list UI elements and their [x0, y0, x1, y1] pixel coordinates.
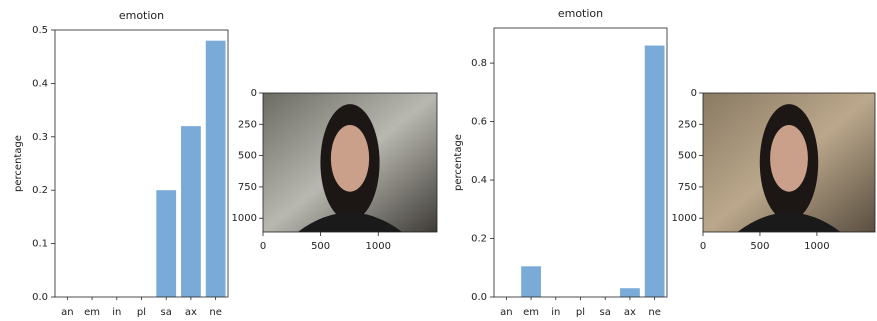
bar — [620, 288, 640, 297]
y-tick-label: 750 — [678, 182, 697, 193]
y-tick-label: 0.1 — [32, 239, 48, 250]
y-tick-label: 0.6 — [471, 117, 487, 128]
bar — [181, 126, 201, 298]
chart-title: emotion — [558, 7, 603, 20]
x-tick-label: an — [61, 307, 73, 318]
y-tick-label: 250 — [678, 119, 697, 130]
y-tick-label: 0.5 — [32, 25, 48, 36]
axes-frame — [54, 29, 229, 298]
x-tick-label: in — [551, 307, 560, 318]
axes-frame — [493, 27, 668, 298]
photo-body — [737, 212, 841, 232]
x-tick-label: 1000 — [804, 241, 829, 252]
x-tick-label: 0 — [260, 241, 266, 252]
x-tick-label: sa — [600, 307, 611, 318]
photo-body — [297, 212, 403, 232]
y-tick-label: 750 — [238, 182, 257, 193]
y-tick-label: 0 — [691, 88, 697, 99]
y-tick-label: 0.4 — [32, 78, 48, 89]
x-tick-label: 500 — [311, 241, 330, 252]
y-tick-label: 0.8 — [471, 58, 487, 69]
axes-frame — [702, 92, 876, 233]
bar — [205, 40, 226, 298]
x-tick-label: ne — [648, 307, 661, 318]
y-axis-label: percentage — [13, 135, 24, 192]
x-tick-label: 1000 — [366, 241, 391, 252]
x-tick-label: 0 — [700, 241, 706, 252]
photo-face — [330, 124, 370, 192]
x-tick-label: em — [523, 307, 539, 318]
chart-title: emotion — [119, 9, 164, 22]
y-tick-label: 0.2 — [471, 234, 487, 245]
y-tick-label: 0.3 — [32, 132, 48, 143]
photo-face — [770, 124, 808, 192]
x-tick-label: 500 — [750, 241, 769, 252]
y-tick-label: 0.0 — [32, 292, 48, 303]
axes-frame — [262, 92, 438, 233]
y-axis-label: percentage — [453, 134, 464, 191]
x-tick-label: in — [112, 307, 121, 318]
x-tick-label: pl — [137, 307, 146, 318]
x-tick-label: sa — [161, 307, 172, 318]
bar — [521, 266, 541, 297]
x-tick-label: em — [84, 307, 100, 318]
y-tick-label: 1000 — [672, 213, 697, 224]
y-tick-label: 0.4 — [471, 175, 487, 186]
y-tick-label: 500 — [238, 151, 257, 162]
x-tick-label: ax — [185, 307, 197, 318]
x-tick-label: ne — [209, 307, 222, 318]
bar — [644, 45, 665, 297]
y-tick-label: 0 — [251, 88, 257, 99]
y-tick-label: 500 — [678, 151, 697, 162]
y-tick-label: 0.2 — [32, 185, 48, 196]
y-tick-label: 0.0 — [471, 292, 487, 303]
x-tick-label: pl — [576, 307, 585, 318]
y-tick-label: 250 — [238, 119, 257, 130]
x-tick-label: an — [500, 307, 512, 318]
bar — [156, 190, 177, 297]
y-tick-label: 1000 — [232, 213, 257, 224]
x-tick-label: ax — [624, 307, 636, 318]
